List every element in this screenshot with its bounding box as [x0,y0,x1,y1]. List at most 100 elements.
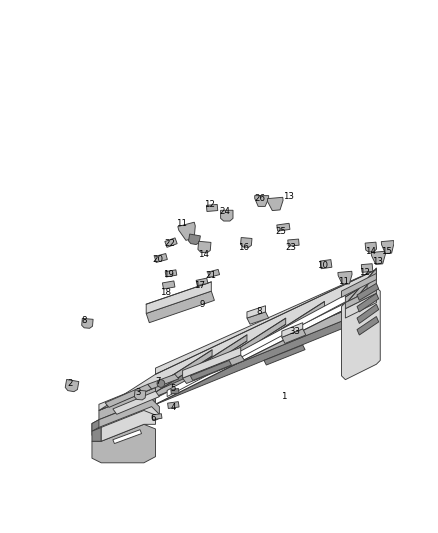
Polygon shape [92,419,99,431]
Polygon shape [288,239,299,246]
Polygon shape [155,270,376,374]
Text: 5: 5 [170,384,176,393]
Polygon shape [346,294,376,318]
Polygon shape [311,283,367,326]
Polygon shape [320,260,332,269]
Text: 17: 17 [194,281,205,290]
Polygon shape [113,430,141,443]
Polygon shape [134,390,146,400]
Polygon shape [277,223,290,231]
Text: 19: 19 [163,270,174,279]
Polygon shape [99,407,159,443]
Polygon shape [152,414,162,419]
Text: 11: 11 [338,277,349,286]
Polygon shape [357,317,379,335]
Polygon shape [162,281,175,289]
Polygon shape [168,402,179,408]
Polygon shape [342,273,376,297]
Polygon shape [188,234,201,245]
Polygon shape [183,355,245,384]
Text: 16: 16 [237,243,249,252]
Polygon shape [92,399,159,443]
Polygon shape [155,254,167,262]
Polygon shape [171,389,179,394]
Polygon shape [165,270,177,277]
Circle shape [157,379,165,387]
Polygon shape [148,374,179,389]
Polygon shape [247,312,268,324]
Polygon shape [99,309,349,419]
Polygon shape [155,350,212,392]
Text: 8: 8 [257,308,262,317]
Polygon shape [357,294,379,312]
Polygon shape [113,391,159,414]
Polygon shape [338,271,352,285]
Polygon shape [155,301,349,405]
Polygon shape [191,335,247,377]
Polygon shape [99,303,349,410]
Text: 4: 4 [170,403,176,412]
Text: 9: 9 [199,300,205,309]
Text: 12: 12 [204,200,215,209]
Polygon shape [240,238,252,247]
Polygon shape [155,276,376,383]
Text: 1: 1 [281,392,286,401]
Polygon shape [381,240,394,254]
Polygon shape [183,348,241,378]
Text: 26: 26 [254,194,265,203]
Polygon shape [92,424,155,463]
Polygon shape [229,318,286,360]
Polygon shape [371,251,385,264]
Polygon shape [191,360,231,381]
Text: 24: 24 [220,207,231,216]
Polygon shape [282,322,303,337]
Text: 21: 21 [206,271,217,280]
Text: 2: 2 [67,379,73,388]
Polygon shape [146,291,214,322]
Text: 3: 3 [135,388,141,397]
Text: 13: 13 [283,192,294,201]
Polygon shape [208,269,219,277]
Polygon shape [206,205,218,212]
Text: 7: 7 [155,377,161,386]
Polygon shape [99,318,349,427]
Text: 25: 25 [276,227,286,236]
Text: 14: 14 [198,249,209,259]
Text: 8: 8 [81,316,87,325]
Polygon shape [165,238,177,247]
Polygon shape [268,302,325,344]
Polygon shape [267,197,283,211]
Text: 33: 33 [290,327,300,336]
Polygon shape [361,264,373,272]
Polygon shape [101,410,155,441]
Polygon shape [255,196,268,206]
Polygon shape [198,241,211,253]
Polygon shape [99,270,376,410]
Text: 12: 12 [359,268,370,277]
Polygon shape [82,318,93,328]
Text: 11: 11 [176,219,187,228]
Text: 15: 15 [381,247,392,255]
Polygon shape [365,242,377,252]
Polygon shape [65,379,79,392]
Polygon shape [282,329,306,343]
Polygon shape [167,295,346,397]
Polygon shape [264,345,305,365]
Polygon shape [346,268,376,311]
Text: 13: 13 [372,257,383,266]
Polygon shape [196,278,208,286]
Text: 20: 20 [152,255,163,264]
Polygon shape [155,285,376,391]
Polygon shape [178,222,195,240]
Polygon shape [346,287,376,309]
Polygon shape [146,282,211,313]
Text: 18: 18 [160,288,171,297]
Text: 10: 10 [318,261,328,270]
Polygon shape [221,210,233,221]
Text: 23: 23 [286,243,297,252]
Polygon shape [342,287,380,379]
Text: 22: 22 [164,239,175,248]
Text: 6: 6 [150,414,156,423]
Polygon shape [105,384,152,407]
Text: 14: 14 [365,247,376,255]
